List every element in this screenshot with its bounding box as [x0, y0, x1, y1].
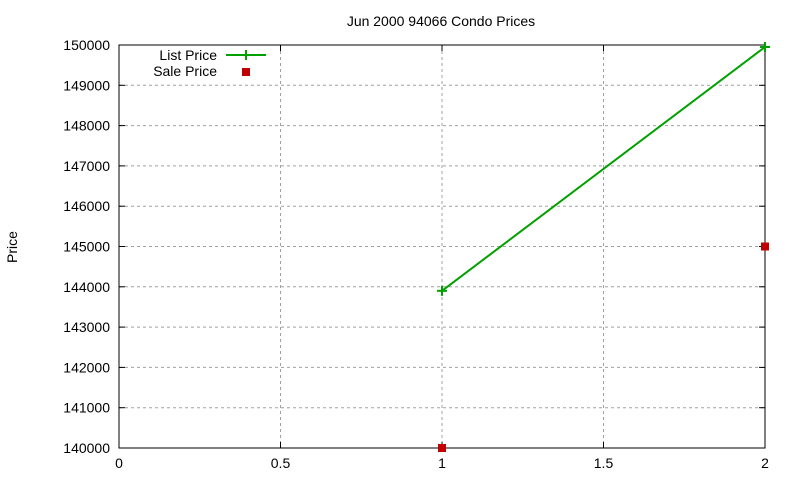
- y-tick-label: 143000: [63, 319, 110, 335]
- grid-lines: [119, 45, 765, 448]
- x-tick-label: 1.5: [594, 455, 614, 471]
- sale-price-point: [438, 444, 446, 452]
- y-axis-label: Price: [4, 231, 20, 263]
- y-tick-label: 142000: [63, 359, 110, 375]
- legend-label: Sale Price: [153, 63, 217, 79]
- y-tick-label: 147000: [63, 158, 110, 174]
- x-tick-label: 0.5: [271, 455, 291, 471]
- sale-price-point: [761, 242, 769, 251]
- y-tick-label: 145000: [63, 239, 110, 255]
- legend-square-marker: [242, 68, 250, 76]
- y-tick-label: 149000: [63, 77, 110, 93]
- y-tick-label: 140000: [63, 440, 110, 456]
- y-tick-label: 146000: [63, 198, 110, 214]
- legend-label: List Price: [159, 47, 217, 63]
- chart-title: Jun 2000 94066 Condo Prices: [347, 13, 535, 29]
- y-tick-label: 141000: [63, 400, 110, 416]
- y-tick-label: 148000: [63, 118, 110, 134]
- y-tick-label: 150000: [63, 37, 110, 53]
- y-tick-label: 144000: [63, 279, 110, 295]
- list-price-line: [441, 46, 766, 292]
- x-tick-label: 1: [438, 455, 446, 471]
- x-tick-label: 0: [115, 455, 123, 471]
- axis-ticks: 0 0.5 1 1.5 2 140000 141000 142000 143000 144000 1…: [63, 37, 769, 471]
- x-tick-label: 2: [761, 455, 769, 471]
- data-series: [437, 42, 770, 452]
